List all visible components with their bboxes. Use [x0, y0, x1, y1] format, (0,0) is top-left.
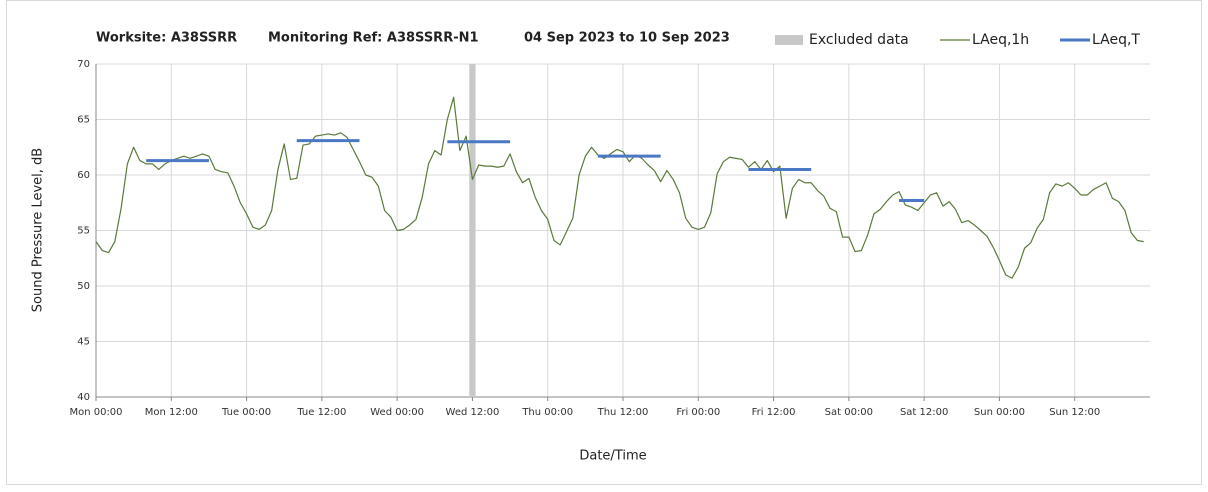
x-tick-label: Sat 00:00 [825, 407, 873, 418]
x-tick-label: Tue 12:00 [296, 407, 346, 418]
date-range: 04 Sep 2023 to 10 Sep 2023 [524, 31, 730, 46]
x-tick-label: Fri 12:00 [752, 407, 796, 418]
data-line [146, 139, 925, 203]
monitoring-ref: Monitoring Ref: A38SSRR-N1 [268, 31, 479, 46]
legend-label: Excluded data [809, 32, 909, 48]
legend-swatch [775, 35, 803, 45]
x-tick-label: Mon 12:00 [145, 407, 198, 418]
x-tick-label: Sun 12:00 [1049, 407, 1100, 418]
data-line [95, 96, 1144, 279]
y-tick-label: 55 [77, 226, 90, 237]
y-tick-label: 45 [77, 337, 90, 348]
y-tick-label: 70 [77, 59, 90, 70]
y-tick-label: 65 [77, 115, 90, 126]
x-tick-label: Sun 00:00 [974, 407, 1025, 418]
x-axis-label: Date/Time [579, 449, 646, 464]
x-tick-label: Fri 00:00 [676, 407, 720, 418]
chart-title: Worksite: A38SSRR [96, 31, 237, 46]
y-axis-label: Sound Pressure Level, dB [31, 148, 46, 312]
x-tick-label: Thu 12:00 [597, 407, 649, 418]
x-tick-label: Tue 00:00 [221, 407, 271, 418]
x-tick-label: Wed 12:00 [446, 407, 500, 418]
x-tick-label: Thu 00:00 [521, 407, 573, 418]
x-tick-label: Mon 00:00 [69, 407, 122, 418]
excluded-band [469, 64, 476, 397]
y-tick-label: 50 [77, 281, 90, 292]
legend-label: LAeq,1h [972, 32, 1029, 48]
chart-frame [6, 0, 1202, 485]
x-tick-label: Wed 00:00 [370, 407, 424, 418]
legend-label: LAeq,T [1092, 32, 1140, 48]
x-tick-label: Sat 12:00 [900, 407, 948, 418]
y-tick-label: 60 [77, 170, 90, 181]
y-tick-label: 40 [77, 392, 90, 403]
